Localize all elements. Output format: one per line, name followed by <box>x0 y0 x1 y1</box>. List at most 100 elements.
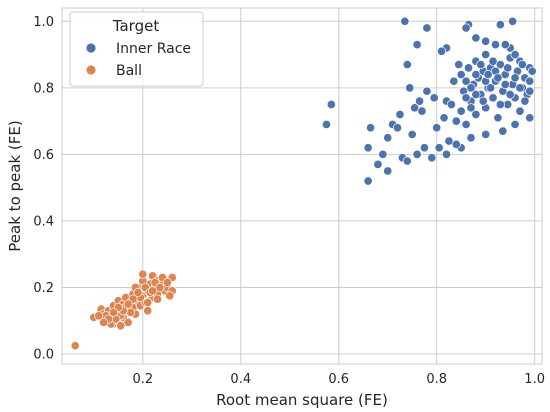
point-ball <box>123 317 133 327</box>
x-tick-label: 0.6 <box>328 372 349 387</box>
point-ball <box>155 282 165 293</box>
point-ball <box>133 287 143 298</box>
point-inner-race <box>402 156 412 166</box>
point-inner-race <box>493 113 503 123</box>
x-axis-label: Root mean square (FE) <box>216 391 388 409</box>
legend: Target Inner Race Ball <box>69 11 204 87</box>
point-inner-race <box>471 109 481 120</box>
point-inner-race <box>405 83 415 93</box>
point-inner-race <box>493 73 503 83</box>
legend-title: Target <box>112 17 160 35</box>
point-inner-race <box>481 36 491 46</box>
point-inner-race <box>481 129 491 139</box>
tick-labels: 0.2 0.4 0.6 0.8 1.0 0.0 0.2 0.4 0.6 0.8 1.0 <box>33 15 545 387</box>
point-inner-race <box>515 83 525 93</box>
point-inner-race <box>383 133 393 143</box>
point-inner-race <box>417 106 427 116</box>
point-inner-race <box>415 96 425 106</box>
point-inner-race <box>510 119 520 129</box>
point-ball <box>123 299 133 309</box>
x-tick-label: 0.2 <box>132 372 153 387</box>
point-inner-race <box>488 56 498 66</box>
point-inner-race <box>402 60 412 70</box>
point-ball <box>94 311 104 321</box>
y-tick-label: 0.2 <box>33 281 54 296</box>
point-inner-race <box>500 40 510 50</box>
point-ball <box>126 307 136 317</box>
point-inner-race <box>503 63 513 73</box>
point-ball <box>148 286 158 296</box>
point-inner-race <box>525 76 535 86</box>
y-tick-label: 0.6 <box>33 148 54 163</box>
legend-marker-ball <box>85 64 97 76</box>
point-inner-race <box>400 16 410 26</box>
point-inner-race <box>483 69 493 80</box>
point-inner-race <box>383 166 393 176</box>
y-tick-label: 0.0 <box>33 348 54 363</box>
point-inner-race <box>456 106 466 116</box>
y-tick-label: 0.4 <box>33 214 54 229</box>
point-inner-race <box>449 76 459 86</box>
legend-marker-inner-race <box>85 42 97 54</box>
point-ball <box>165 291 175 301</box>
point-inner-race <box>471 69 481 80</box>
point-inner-race <box>478 96 488 106</box>
point-inner-race <box>446 99 456 110</box>
point-inner-race <box>498 126 508 136</box>
point-inner-race <box>363 143 373 153</box>
point-inner-race <box>476 60 486 70</box>
legend-box <box>69 11 204 87</box>
point-inner-race <box>466 103 476 113</box>
point-inner-race <box>451 116 461 126</box>
point-inner-race <box>451 139 461 149</box>
plot-frame <box>61 7 543 365</box>
point-inner-race <box>454 60 464 70</box>
legend-entry-ball: Ball <box>116 63 142 79</box>
data-points <box>70 16 537 351</box>
point-inner-race <box>427 153 437 163</box>
point-inner-race <box>419 143 429 153</box>
point-inner-race <box>326 99 336 110</box>
point-inner-race <box>510 73 520 83</box>
point-inner-race <box>437 46 447 56</box>
point-inner-race <box>508 16 518 26</box>
legend-entry-inner-race: Inner Race <box>116 41 191 57</box>
point-inner-race <box>481 50 491 60</box>
x-tick-label: 0.4 <box>230 372 251 387</box>
point-inner-race <box>490 40 501 50</box>
point-inner-race <box>471 89 481 100</box>
point-inner-race <box>500 79 510 90</box>
point-inner-race <box>510 50 520 60</box>
point-inner-race <box>407 129 417 139</box>
point-inner-race <box>520 96 530 106</box>
point-inner-race <box>488 93 498 103</box>
point-inner-race <box>517 60 527 70</box>
point-inner-race <box>444 136 454 146</box>
point-inner-race <box>434 143 444 153</box>
point-inner-race <box>463 63 474 73</box>
point-inner-race <box>422 23 432 33</box>
point-ball <box>138 269 148 279</box>
point-inner-race <box>466 83 476 93</box>
point-inner-race <box>527 66 537 76</box>
point-inner-race <box>439 113 449 123</box>
point-inner-race <box>515 106 525 116</box>
point-inner-race <box>412 149 422 159</box>
point-inner-race <box>461 119 471 129</box>
point-inner-race <box>373 159 383 169</box>
point-ball <box>70 341 80 351</box>
point-inner-race <box>378 149 388 159</box>
point-inner-race <box>461 23 471 33</box>
point-inner-race <box>461 76 471 86</box>
point-ball <box>116 321 126 331</box>
x-tick-label: 0.8 <box>426 372 447 387</box>
point-inner-race <box>495 60 505 70</box>
point-inner-race <box>410 103 420 113</box>
point-inner-race <box>392 123 403 133</box>
point-ball <box>99 317 109 327</box>
point-inner-race <box>412 40 422 50</box>
point-inner-race <box>456 69 466 80</box>
point-inner-race <box>422 86 432 96</box>
y-axis-label: Peak to peak (FE) <box>6 120 24 251</box>
